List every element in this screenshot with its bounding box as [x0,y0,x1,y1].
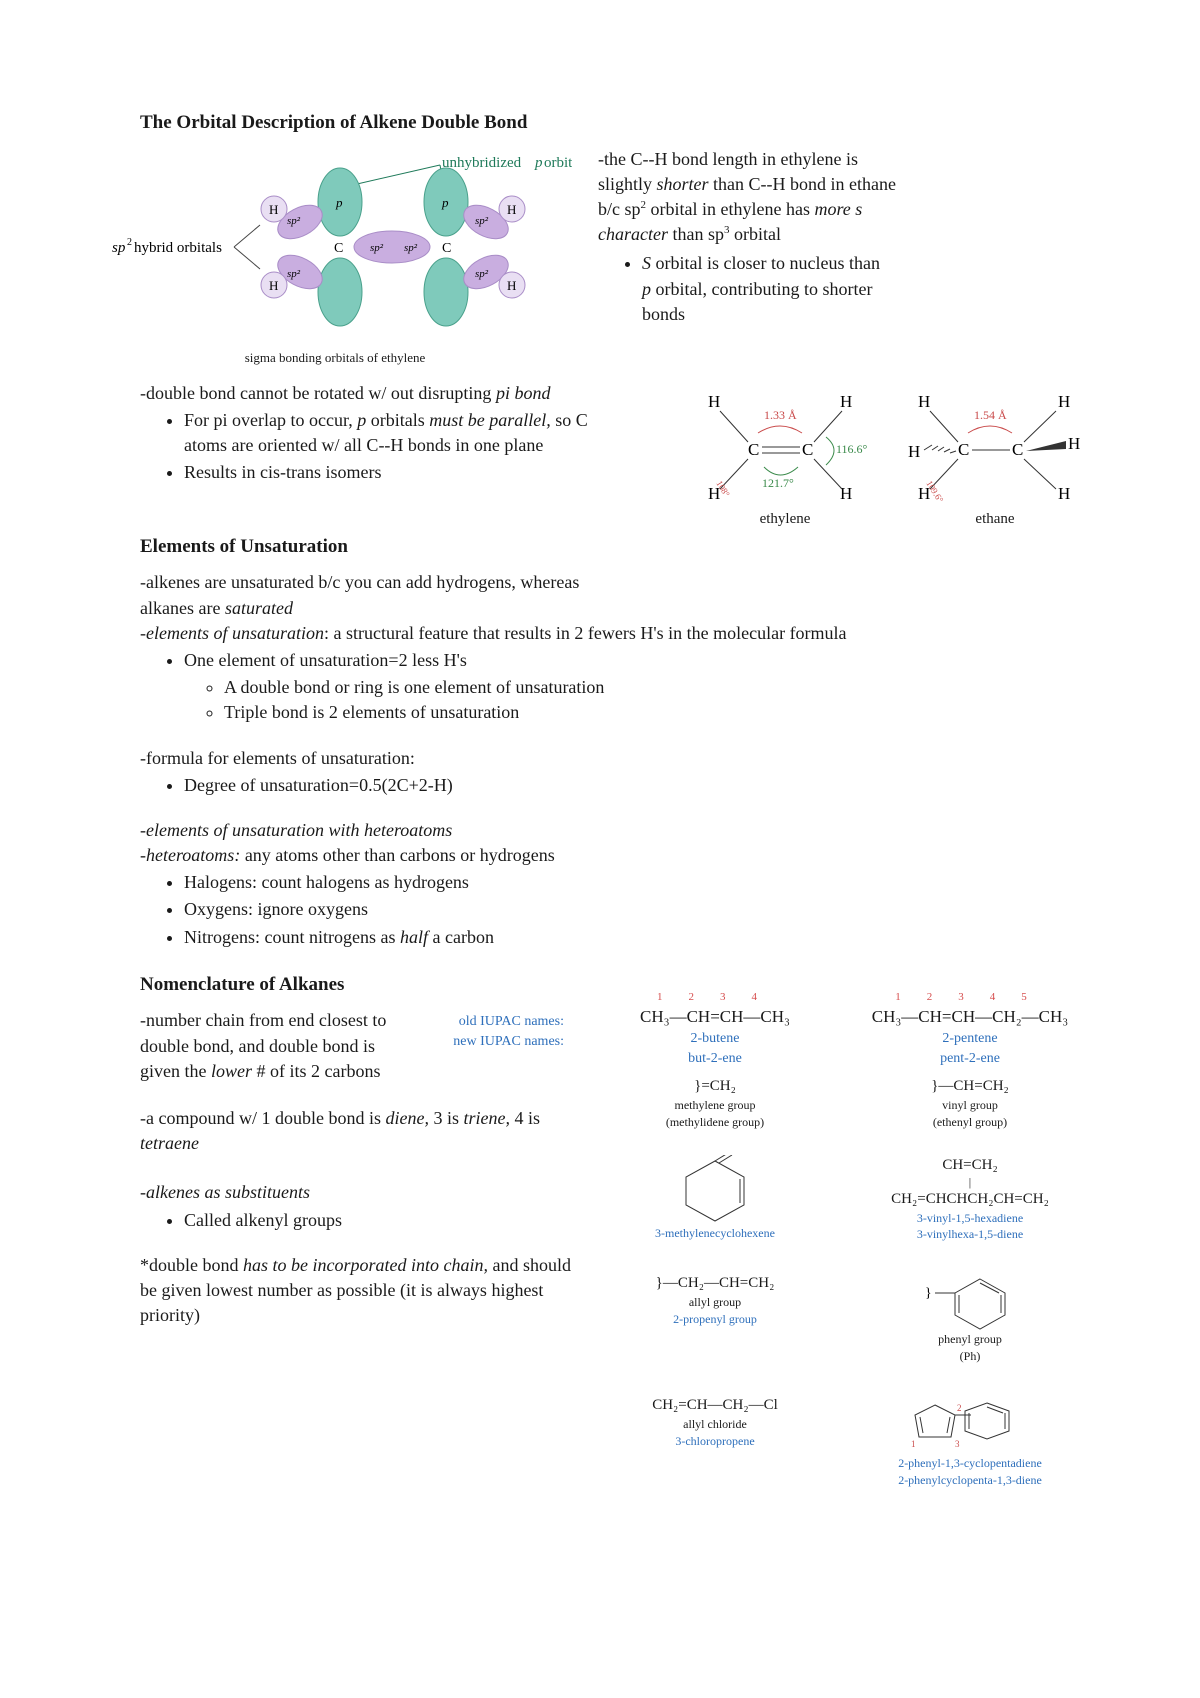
ethane-fig: H H H H H H C C [900,387,1090,530]
svg-text:3: 3 [955,1439,960,1449]
svg-text:p: p [441,195,449,210]
svg-text:H: H [708,392,720,411]
sp2-label: sp [112,240,126,256]
svg-text:hybrid orbitals: hybrid orbitals [134,240,222,256]
title: The Orbital Description of Alkene Double… [140,110,1090,137]
orbital-caption: sigma bonding orbitals of ethylene [140,349,530,367]
orbital-row: sp 2 hybrid orbitals unhybridized p orbi… [140,147,1090,367]
svg-text:C: C [1012,440,1023,459]
pcpd-block: 1 3 2 2-phenyl-1,3-cyclopentadiene 2-phe… [850,1395,1090,1489]
allylcl-block: CH₂=CH—CH₂—Cl allyl chloride 3-chloropro… [610,1395,820,1489]
p-orbital-label: unhybridized [442,155,522,171]
side-bullet: S orbital is closer to nucleus than p or… [642,251,1090,327]
svg-text:sp²: sp² [370,242,384,254]
double-text: -double bond cannot be rotated w/ out di… [140,381,690,488]
new-iupac-label: new IUPAC names: [422,1032,564,1052]
svg-text:H: H [1068,434,1080,453]
unsat-c1: A double bond or ring is one element of … [224,675,1090,700]
svg-text:H: H [269,278,278,293]
svg-text:p: p [534,155,543,171]
allyl-block: }—CH₂—CH=CH₂ allyl group 2-propenyl grou… [610,1273,820,1365]
svg-text:1.33 Å: 1.33 Å [764,408,797,422]
nom-p2: given the lower # of its 2 carbons [140,1059,422,1084]
svg-text:H: H [1058,484,1070,503]
unsat-b5: Nitrogens: count nitrogens as half a car… [184,925,1090,950]
unsat-c2: Triple bond is 2 elements of unsaturatio… [224,700,1090,725]
nom-heading: Nomenclature of Alkanes [140,972,610,999]
svg-text:116.6°: 116.6° [836,442,868,456]
molecule-diagrams: H H H H C C 1.33 Å 1 [690,381,1090,530]
svg-text:sp²: sp² [475,215,489,227]
double-row: -double bond cannot be rotated w/ out di… [140,381,1090,530]
vinylhex-block: CH=CH₂ | CH₂=CHCHCH₂CH=CH₂ 3-vinyl-1,5-h… [850,1155,1090,1243]
svg-text:2: 2 [957,1403,962,1413]
side-l2: slightly shorter than C--H bond in ethan… [598,172,1090,197]
unsat-p2: alkanes are saturated [140,596,1090,621]
old-iupac-label: old IUPAC names: [422,1012,564,1032]
orbital-svg: sp 2 hybrid orbitals unhybridized p orbi… [112,147,572,347]
unsat-b4: Oxygens: ignore oxygens [184,897,1090,922]
nom-examples: 1234 CH₃—CH=CH—CH₃ 2-butene but-2-ene }=… [610,972,1090,1489]
nom-b1: Called alkenyl groups [184,1208,610,1233]
unsat-heading: Elements of Unsaturation [140,534,1090,561]
svg-text:C: C [958,440,969,459]
unsat-b1: One element of unsaturation=2 less H's [184,648,1090,673]
side-l4: character than sp3 orbital [598,222,1090,247]
svg-text:1.54 Å: 1.54 Å [974,408,1007,422]
butene-block: 1234 CH₃—CH=CH—CH₃ 2-butene but-2-ene }=… [610,988,820,1131]
orbital-figure: sp 2 hybrid orbitals unhybridized p orbi… [140,147,580,367]
svg-text:orbitals: orbitals [544,155,572,171]
svg-text:H: H [1058,392,1070,411]
unsat-p1: -alkenes are unsaturated b/c you can add… [140,570,1090,595]
double-b1: For pi overlap to occur, p orbitals must… [184,408,690,458]
double-b2: Results in cis-trans isomers [184,460,690,485]
svg-text:H: H [269,202,278,217]
svg-text:H: H [918,392,930,411]
nom-left: Nomenclature of Alkanes -number chain fr… [140,972,610,1328]
phenyl-block: } phenyl group (Ph) [850,1273,1090,1365]
unsat-p6: -heteroatoms: any atoms other than carbo… [140,843,1090,868]
svg-text:2: 2 [127,237,132,248]
svg-text:sp²: sp² [287,215,301,227]
svg-text:H: H [908,442,920,461]
svg-text:H: H [507,202,516,217]
side-l1: -the C--H bond length in ethylene is [598,147,1090,172]
sp2-lobes: sp² sp² sp² sp² sp² sp² [272,198,514,295]
svg-text:sp²: sp² [404,242,418,254]
nom-row: Nomenclature of Alkanes -number chain fr… [140,972,1090,1489]
svg-text:H: H [507,278,516,293]
nom-p4: -alkenes as substituents [140,1180,610,1205]
svg-text:p: p [335,195,343,210]
nom-p1: -number chain from end closest to double… [140,1008,422,1058]
pentene-block: 12345 CH₃—CH=CH—CH₂—CH₃ 2-pentene pent-2… [850,988,1090,1131]
svg-text:121.7°: 121.7° [762,476,794,490]
ethylene-fig: H H H H C C 1.33 Å 1 [690,387,880,530]
svg-text:C: C [802,440,813,459]
svg-text:H: H [840,392,852,411]
svg-text:sp²: sp² [287,268,301,280]
cyclohex-block: 3-methylenecyclohexene [610,1155,820,1243]
svg-text:C: C [334,241,343,256]
svg-text:1: 1 [911,1439,916,1449]
side-notes: -the C--H bond length in ethylene is sli… [580,147,1090,329]
nom-p3: -a compound w/ 1 double bond is diene, 3… [140,1106,610,1156]
unsat-b3: Halogens: count halogens as hydrogens [184,870,1090,895]
unsat-b2: Degree of unsaturation=0.5(2C+2-H) [184,773,1090,798]
svg-text:H: H [840,484,852,503]
unsat-p4: -formula for elements of unsaturation: [140,746,1090,771]
svg-text:}: } [925,1286,932,1301]
nom-p5: *double bond has to be incorporated into… [140,1253,610,1329]
side-l3: b/c sp2 orbital in ethylene has more s [598,197,1090,222]
svg-text:C: C [442,241,451,256]
svg-text:C: C [748,440,759,459]
unsat-p5: -elements of unsaturation with heteroato… [140,818,1090,843]
svg-text:sp²: sp² [475,268,489,280]
unsat-p3: -elements of unsaturation: a structural … [140,621,1090,646]
